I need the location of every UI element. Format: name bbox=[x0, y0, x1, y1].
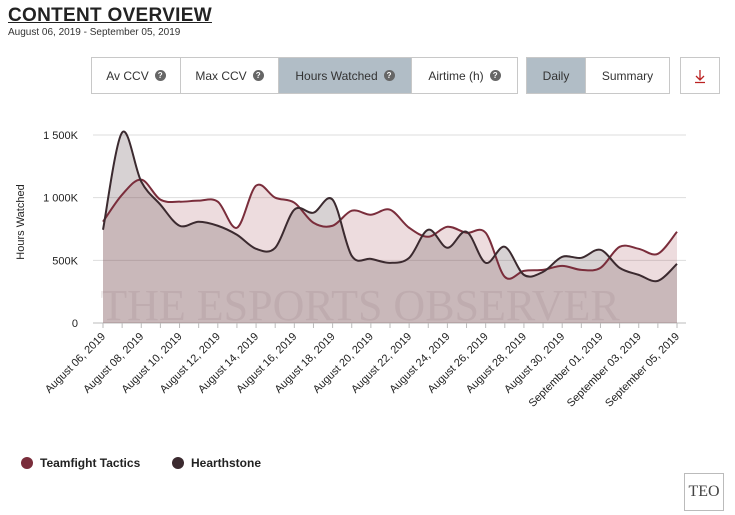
area-fill bbox=[103, 131, 677, 323]
y-tick-label: 0 bbox=[72, 318, 78, 330]
x-tick-label: September 03, 2019 bbox=[565, 331, 644, 410]
help-icon[interactable]: ? bbox=[154, 70, 166, 81]
y-tick-label: 500K bbox=[52, 255, 78, 267]
tab-button[interactable]: Daily bbox=[526, 57, 586, 94]
help-icon[interactable]: ? bbox=[383, 70, 395, 81]
legend-label: Teamfight Tactics bbox=[40, 456, 141, 470]
legend-marker bbox=[172, 457, 184, 469]
tab-label: Av CCV bbox=[106, 68, 149, 83]
download-icon bbox=[695, 69, 705, 83]
logo: TEO bbox=[684, 473, 724, 511]
series-line bbox=[102, 130, 678, 283]
series-line bbox=[102, 178, 678, 280]
download-button[interactable] bbox=[680, 57, 720, 94]
tab-button[interactable]: Av CCV? bbox=[91, 57, 181, 94]
tab-label: Max CCV bbox=[195, 68, 247, 83]
tab-label: Hours Watched bbox=[295, 68, 378, 83]
tab-button[interactable]: Summary bbox=[585, 57, 670, 94]
legend-label: Hearthstone bbox=[191, 456, 261, 470]
tab-button[interactable]: Hours Watched? bbox=[278, 57, 412, 94]
date-range: August 06, 2019 - September 05, 2019 bbox=[8, 27, 181, 38]
tab-label: Summary bbox=[601, 68, 654, 83]
tab-button[interactable]: Max CCV? bbox=[180, 57, 279, 94]
x-tick-label: September 01, 2019 bbox=[527, 331, 606, 410]
tab-label: Airtime (h) bbox=[428, 68, 484, 83]
help-icon[interactable]: ? bbox=[252, 70, 264, 81]
legend-marker bbox=[21, 457, 33, 469]
help-icon[interactable]: ? bbox=[489, 70, 501, 81]
watermark: THE ESPORTS OBSERVER bbox=[100, 281, 620, 330]
tab-button[interactable]: Airtime (h)? bbox=[411, 57, 518, 94]
y-tick-label: 1 000K bbox=[43, 193, 79, 205]
area-fill bbox=[103, 179, 677, 323]
y-axis-label: Hours Watched bbox=[15, 184, 27, 259]
page-title: CONTENT OVERVIEW bbox=[8, 5, 212, 26]
y-tick-label: 1 500K bbox=[43, 130, 79, 142]
tab-label: Daily bbox=[542, 68, 570, 83]
x-tick-label: September 05, 2019 bbox=[603, 331, 682, 410]
